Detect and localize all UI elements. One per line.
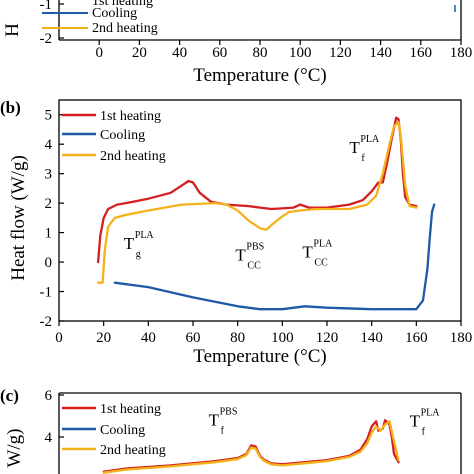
panel-c-annotation-symbol: T [410,412,421,431]
panel-c-y-title-fragment: W/g) [4,428,25,467]
panel-b-x-tick-label: 160 [405,330,428,346]
panel-c-annotation-subscript: f [221,425,225,436]
panel-b-legend: 1st heating Cooling 2nd heating [62,109,166,164]
panel-a-x-tick-label: 120 [329,45,352,61]
panel-c-annotation-symbol: T [209,410,220,429]
panel-b-legend-label-1st-heating: 1st heating [100,109,161,124]
panel-c-annotation-superscript: PBS [220,406,238,417]
panel-b-x-ticks: 0 20 40 60 80 100 120 140 160 180 [55,321,472,346]
panel-a-x-tick-label: 180 [450,45,473,61]
panel-a-y-title-fragment: H [2,23,23,37]
panel-a-x-tick-label: 160 [410,45,433,61]
panel-a-y-tick-label: -2 [40,31,53,47]
panel-b-y-tick-label: 4 [45,137,53,153]
panel-b-annotation-symbol: T [349,138,360,157]
panel-b-annotation-subscript: CC [314,258,328,269]
panel-b-annotation-subscript: f [361,153,365,164]
panel-a-legend-label-1st-heating: 1st heating [92,0,153,9]
panel-a-x-tick-label: 40 [172,45,187,61]
panel-b-x-tick-label: 180 [450,330,473,346]
panel-c-y-tick-label: 4 [45,430,53,446]
panel-b-x-tick-label: 20 [96,330,111,346]
panel-a-x-tick-label: 20 [132,45,147,61]
panel-c-legend-label-1st-heating: 1st heating [100,402,161,417]
panel-b-y-tick-label: -2 [40,314,53,330]
panel-a-legend-label-2nd-heating: 2nd heating [92,21,158,36]
panel-a-x-tick-label: 140 [369,45,392,61]
panel-c-series [102,419,400,474]
panel-a-legend-label-cooling: Cooling [92,6,137,21]
panel-c-series-2nd-heating [102,420,400,474]
panel-c-letter: (c) [0,386,19,405]
panel-a-y-tick-label: -1 [40,0,53,13]
panel-a: H -1 -2 0 20 40 60 80 100 120 140 160 180 1st heat… [2,0,472,86]
panel-b-letter: (b) [0,98,21,117]
panel-a-x-axis-title: Temperature (°C) [193,65,326,86]
panel-b-annotation-superscript: PBS [246,242,264,253]
panel-c-y-tick-label: 6 [45,388,53,404]
panel-b-y-tick-label: 2 [45,196,53,212]
panel-b-series-cooling [113,203,436,311]
panel-c-legend-label-2nd-heating: 2nd heating [100,443,166,458]
panel-b-annotation-symbol: T [235,246,246,265]
panel-a-x-tick-label: 100 [289,45,312,61]
panel-a-x-tick-label: 60 [212,45,227,61]
panel-b-annotation-symbol: T [302,243,313,262]
panel-a-y-ticks: -1 -2 [40,0,64,47]
panel-c-legend: 1st heating Cooling 2nd heating [62,402,166,458]
panel-c-y-ticks: 64 [45,388,64,446]
panel-b-annotation-symbol: T [124,234,135,253]
panel-b-annotation: T PLA f [349,134,380,164]
panel-b-x-tick-label: 40 [141,330,156,346]
panel-a-x-ticks: 0 20 40 60 80 100 120 140 160 180 [95,40,472,61]
panel-b-x-axis-title: Temperature (°C) [193,346,326,367]
panel-b-annotation: T PLA g [124,230,155,260]
panel-b-y-ticks: -2 -1 0 1 2 3 4 5 [40,108,64,330]
panel-b-x-tick-label: 100 [271,330,294,346]
panel-b-x-tick-label: 0 [55,330,63,346]
panel-b-y-tick-label: 5 [45,108,53,124]
panel-b-annotation: T PLA CC [302,239,333,269]
panel-b-annotation-superscript: PLA [313,239,333,250]
panel-a-legend: 1st heating Cooling 2nd heating [42,0,158,36]
panel-b-y-tick-label: 0 [45,255,53,271]
panel-b-y-tick-label: 1 [45,226,53,242]
panel-b-x-tick-label: 140 [360,330,383,346]
panel-b-x-tick-label: 120 [316,330,339,346]
panel-b-y-tick-label: 3 [45,167,53,183]
panel-a-x-tick-label: 0 [95,45,103,61]
panel-c-annotation: T PBS f [209,406,238,436]
panel-c-annotation-subscript: f [422,427,426,438]
panel-b-y-tick-label: -1 [40,285,53,301]
panel-b-x-tick-label: 60 [186,330,201,346]
panel-a-x-tick-label: 80 [253,45,268,61]
panel-b-series [96,116,436,311]
panel-b-series-1st-heating [96,116,418,264]
panel-b: (b) Heat flow (W/g) -2 -1 0 1 2 3 4 5 0 20 40 60 80… [0,98,472,367]
panel-b-annotation-superscript: PLA [360,134,380,145]
panel-c: (c) W/g) 64 1st heating Cooling 2nd heat… [0,386,462,474]
panel-c-frame [58,392,462,474]
panel-b-legend-label-cooling: Cooling [100,128,145,143]
panel-b-series-2nd-heating [96,120,418,284]
panel-b-annotation-subscript: g [136,249,141,260]
panel-c-annotation-superscript: PLA [421,408,441,419]
panel-b-plot-frame [58,99,462,322]
panel-b-legend-label-2nd-heating: 2nd heating [100,149,166,164]
panel-b-annotation: T PBS CC [235,242,264,272]
panel-b-annotation-subscript: CC [247,261,261,272]
panel-c-annotation: T PLA f [410,408,441,438]
panel-b-annotation-superscript: PLA [135,230,155,241]
panel-b-x-tick-label: 80 [230,330,245,346]
panel-b-y-axis-title: Heat flow (W/g) [8,155,29,281]
panel-c-legend-label-cooling: Cooling [100,423,145,438]
